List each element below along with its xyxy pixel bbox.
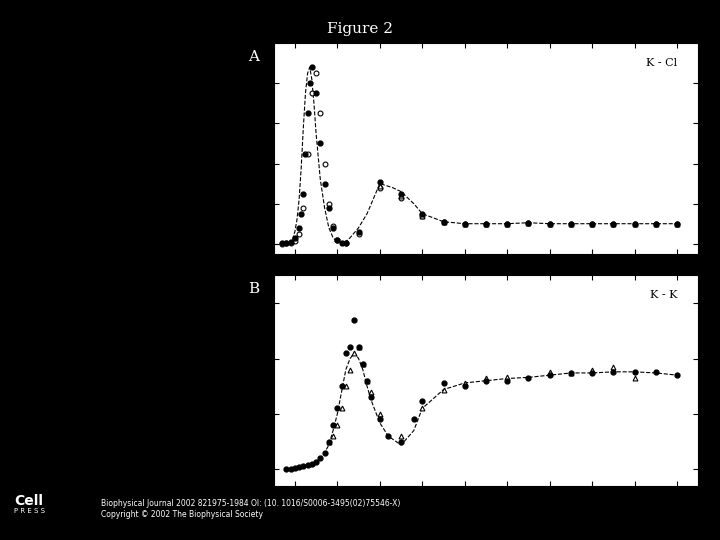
Text: K - Cl: K - Cl: [646, 58, 677, 68]
Y-axis label: Radial distribution function: Radial distribution function: [248, 80, 257, 217]
Text: A: A: [248, 50, 259, 64]
X-axis label: ion separation (Å): ion separation (Å): [441, 507, 531, 517]
Text: Cell: Cell: [14, 494, 43, 508]
Text: Biophysical Journal 2002 821975-1984 OI: (10. 1016/S0006-3495(02)75546-X)
Copyri: Biophysical Journal 2002 821975-1984 OI:…: [101, 500, 400, 519]
Text: Figure 2: Figure 2: [327, 22, 393, 36]
Text: K - K: K - K: [649, 290, 677, 300]
Text: P R E S S: P R E S S: [14, 508, 45, 514]
Y-axis label: Radial distribution function: Radial distribution function: [239, 313, 248, 449]
Text: B: B: [248, 282, 259, 296]
